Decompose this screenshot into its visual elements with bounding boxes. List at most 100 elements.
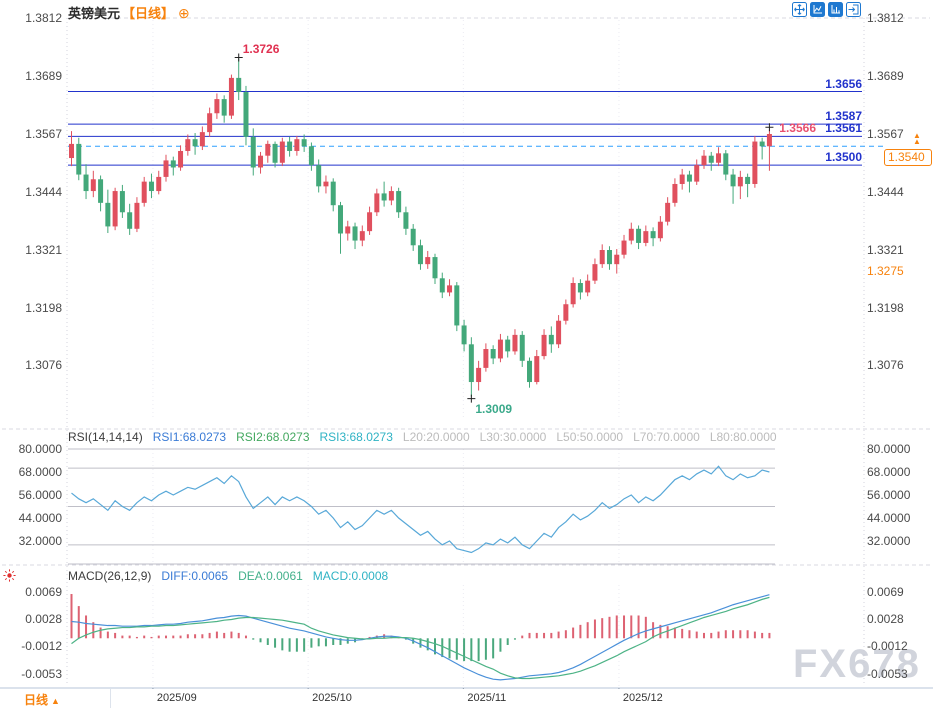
current-price-label: 1.3566	[779, 121, 816, 135]
exit-chart-icon[interactable]	[846, 2, 861, 17]
candle-body	[752, 141, 758, 184]
indicator-header-item: L20:20.0000	[402, 430, 470, 444]
candle-body	[236, 77, 242, 93]
alert-price-box[interactable]: 1.3540	[884, 149, 932, 167]
add-indicator-icon[interactable]: ⊕	[178, 5, 190, 21]
macd-histogram-bar	[448, 638, 451, 659]
macd-histogram-bar	[615, 615, 618, 639]
macd-histogram-bar	[201, 634, 204, 639]
candle-body	[490, 349, 496, 359]
macd-histogram-bar	[499, 638, 502, 652]
macd-histogram-bar	[317, 638, 320, 647]
macd-histogram-bar	[70, 594, 73, 639]
macd-histogram-bar	[223, 632, 226, 639]
macd-histogram-bar	[259, 638, 262, 643]
rsi-axis-label-right: 80.0000	[867, 442, 911, 456]
indicator-header-item: RSI1:68.0273	[152, 430, 227, 444]
candle-body	[163, 160, 169, 177]
macd-histogram-bar	[724, 630, 727, 639]
candle-body	[396, 191, 402, 213]
month-label: 2025/11	[467, 692, 507, 704]
macd-histogram-bar	[753, 631, 756, 639]
candle-body	[359, 231, 365, 241]
macd-diff-line	[71, 594, 770, 681]
alert-arrow-icon: ▲ ▲	[913, 131, 921, 147]
macd-histogram-bar	[208, 632, 211, 639]
candle-body	[476, 367, 482, 383]
macd-histogram-bar	[310, 638, 313, 648]
candle-body	[657, 221, 663, 239]
macd-histogram-bar	[281, 638, 284, 651]
candle-body	[199, 132, 205, 147]
main-axis-label-left: 1.3812	[25, 11, 62, 25]
macd-histogram-bar	[572, 627, 575, 639]
rsi-axis-label-left: 56.0000	[18, 488, 62, 502]
price-level-label: 1.3561	[825, 121, 862, 136]
macd-histogram-bar	[324, 638, 327, 647]
macd-histogram-bar	[528, 632, 531, 639]
macd-histogram-bar	[673, 627, 676, 639]
main-axis-label-left: 1.3321	[25, 242, 62, 257]
timeframe-selector[interactable]: 日线 ▲	[24, 691, 60, 708]
pan-crosshair-icon[interactable]	[792, 2, 807, 17]
macd-histogram-bar	[346, 638, 349, 644]
candle-body	[577, 283, 583, 293]
bar-scale-icon[interactable]	[828, 2, 843, 17]
triangle-up-icon: ▲	[51, 696, 60, 706]
candle-body	[599, 250, 605, 265]
high-price-label: 1.3726	[242, 41, 280, 56]
candle-body	[178, 150, 184, 168]
candle-body	[119, 191, 125, 213]
price-level-label: 1.3587	[825, 109, 862, 124]
indicator-header-item: RSI3:68.0273	[319, 430, 393, 444]
macd-histogram-bar	[230, 631, 233, 639]
crosshair-marker	[765, 123, 774, 132]
candle-body	[308, 146, 314, 166]
macd-histogram-bar	[244, 635, 247, 639]
macd-histogram-bar	[441, 638, 444, 658]
main-axis-label-left: 1.3198	[25, 300, 62, 315]
main-axis-label-left: 1.3567	[25, 126, 62, 141]
macd-header: MACD(26,12,9) DIFF:0.0065 DEA:0.0061 MACD:0…	[68, 569, 398, 583]
candle-body	[134, 202, 140, 229]
candle-body	[483, 349, 489, 368]
macd-histogram-bar	[601, 618, 604, 639]
candle-body	[563, 304, 569, 321]
macd-histogram-bar	[717, 631, 720, 639]
watermark: FX678	[793, 642, 921, 686]
candle-body	[294, 139, 300, 151]
period-label[interactable]: 【日线】	[122, 6, 175, 21]
indicator-settings-icon[interactable]	[2, 568, 17, 583]
macd-histogram-bar	[135, 636, 138, 639]
indicator-header-item: L70:70.0000	[633, 430, 700, 444]
macd-histogram-bar	[194, 634, 197, 639]
candle-body	[69, 143, 74, 159]
indicator-header-item: DEA:0.0061	[238, 569, 303, 583]
indicator-header-item: L50:50.0000	[556, 430, 624, 444]
chart-title: 英镑美元 【日线】 ⊕	[68, 3, 190, 22]
chart-toolbar	[792, 2, 861, 17]
candle-body	[90, 179, 96, 192]
indicator-header-item: L80:80.0000	[709, 430, 777, 444]
candle-body	[192, 139, 198, 147]
macd-histogram-bar	[484, 638, 487, 660]
candle-body	[686, 174, 692, 182]
candle-body	[439, 278, 445, 293]
rsi-axis-label-left: 68.0000	[18, 465, 62, 479]
candle-body	[497, 339, 503, 359]
macd-histogram-bar	[535, 632, 538, 639]
macd-histogram-bar	[128, 635, 131, 639]
candle-body	[570, 283, 576, 305]
candle-body	[425, 257, 431, 265]
macd-histogram-bar	[768, 632, 771, 639]
macd-histogram-bar	[85, 615, 88, 639]
candle-body	[512, 334, 518, 352]
main-axis-label-right: 1.3812	[867, 11, 904, 25]
candle-body	[461, 325, 467, 345]
candle-body	[679, 174, 685, 184]
macd-histogram-bar	[477, 638, 480, 662]
axis-scale-icon[interactable]	[810, 2, 825, 17]
candle-body	[665, 202, 671, 222]
candle-body	[614, 254, 620, 265]
